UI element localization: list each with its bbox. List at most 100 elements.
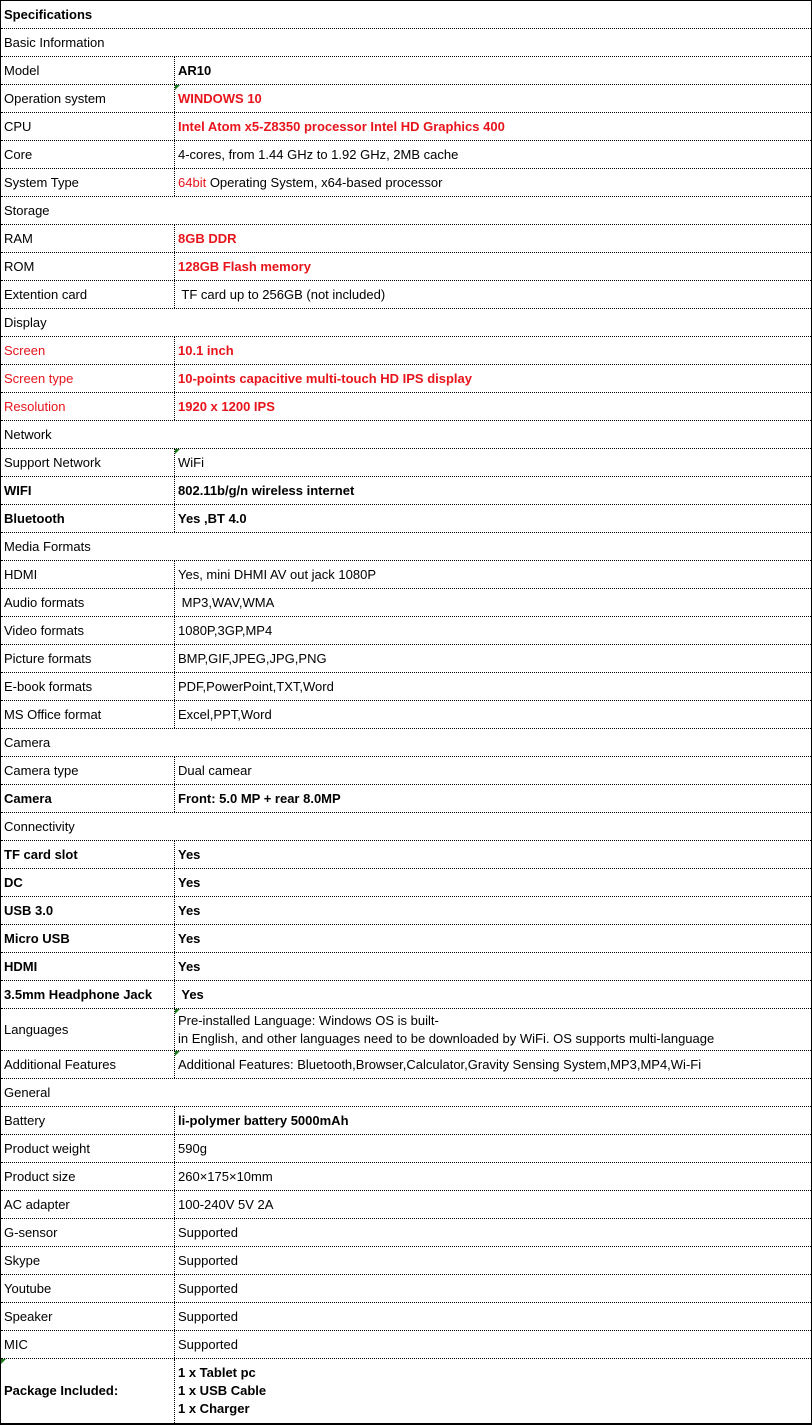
spec-value: 64bit Operating System, x64-based proces… [175,169,811,196]
spec-value-text: 10.1 inch [178,342,234,358]
table-row: RAM 8GB DDR [1,225,811,253]
spec-value: 590g [175,1135,811,1162]
section-row: Storage [1,197,811,225]
spec-value: Yes [175,925,811,952]
section-heading: Storage [4,202,50,218]
table-row: TF card slot Yes [1,841,811,869]
table-row: Screen type 10-points capacitive multi-to… [1,365,811,393]
spec-value-text: Supported [178,1336,238,1352]
spec-value-text: Additional Features: Bluetooth,Browser,C… [178,1056,702,1072]
spec-value-text: TF card up to 256GB (not included) [178,286,386,302]
spec-value-text: BMP,GIF,JPEG,JPG,PNG [178,650,327,666]
spec-label: CPU [1,113,175,140]
spec-label: Support Network [1,449,175,476]
spec-label: USB 3.0 [1,897,175,924]
spec-label: ROM [1,253,175,280]
spec-value-text: Supported [178,1280,238,1296]
spec-label: Resolution [1,393,175,420]
spec-label: Micro USB [1,925,175,952]
spec-value-text: Excel,PPT,Word [178,706,272,722]
table-row: Audio formats MP3,WAV,WMA [1,589,811,617]
spec-value: 10.1 inch [175,337,811,364]
spec-value-text: WINDOWS 10 [178,90,262,106]
spec-value: li-polymer battery 5000mAh [175,1107,811,1134]
spec-value-text: 100-240V 5V 2A [178,1196,274,1212]
spec-value-line: 64bit Operating System, x64-based proces… [178,174,811,192]
table-row: 3.5mm Headphone Jack Yes [1,981,811,1009]
table-row: Bluetooth Yes ,BT 4.0 [1,505,811,533]
table-row: System Type 64bit Operating System, x64-b… [1,169,811,197]
spec-label: Youtube [1,1275,175,1302]
spec-value: Yes [175,953,811,980]
spec-label: G-sensor [1,1219,175,1246]
section-row: Specifications [1,1,811,29]
table-row: Picture formats BMP,GIF,JPEG,JPG,PNG [1,645,811,673]
section-row: Display [1,309,811,337]
spec-label: Product weight [1,1135,175,1162]
section-heading: Basic Information [4,34,105,50]
spec-value: Yes [175,841,811,868]
spec-value-text: Operating System, x64-based processor [206,174,443,190]
section-heading: Camera [4,734,51,750]
spec-label: AC adapter [1,1191,175,1218]
table-row: Video formats 1080P,3GP,MP4 [1,617,811,645]
table-row: AC adapter 100-240V 5V 2A [1,1191,811,1219]
spec-value-text: 1080P,3GP,MP4 [178,622,273,638]
spec-label: Additional Features [1,1051,175,1078]
spec-label: MIC [1,1331,175,1358]
table-row: MS Office format Excel,PPT,Word [1,701,811,729]
spec-value-text: li-polymer battery 5000mAh [178,1112,349,1128]
spec-value-text: Supported [178,1252,238,1268]
table-row: Camera type Dual camear [1,757,811,785]
spec-value: Additional Features: Bluetooth,Browser,C… [175,1051,811,1078]
table-row: HDMI Yes, mini DHMI AV out jack 1080P [1,561,811,589]
spec-value-text: Yes [178,874,201,890]
spec-value-text: 590g [178,1140,207,1156]
spec-value: BMP,GIF,JPEG,JPG,PNG [175,645,811,672]
spec-value-text: Dual camear [178,762,252,778]
table-row: DC Yes [1,869,811,897]
spec-value-text: 10-points capacitive multi-touch HD IPS … [178,370,473,386]
table-row: Core 4-cores, from 1.44 GHz to 1.92 GHz, … [1,141,811,169]
spec-label: Video formats [1,617,175,644]
spec-label: Package Included: [1,1359,175,1423]
spec-value: Yes [175,897,811,924]
spec-value: WiFi [175,449,811,476]
spec-label: Operation system [1,85,175,112]
spec-value-text: MP3,WAV,WMA [178,594,275,610]
spec-value-text: Yes [178,986,204,1002]
spec-value: Yes ,BT 4.0 [175,505,811,532]
spec-value: Supported [175,1303,811,1330]
spec-value: MP3,WAV,WMA [175,589,811,616]
spec-label: Product size [1,1163,175,1190]
spec-value-text: 128GB Flash memory [178,258,311,274]
spec-value-line: in English, and other languages need to … [178,1030,715,1046]
spec-value: Yes [175,981,811,1008]
spec-value: 128GB Flash memory [175,253,811,280]
section-row: Network [1,421,811,449]
spec-label: E-book formats [1,673,175,700]
section-heading: Media Formats [4,538,91,554]
section-row: General [1,1079,811,1107]
table-row: Languages Pre-installed Language: Windows… [1,1009,811,1051]
spec-label: TF card slot [1,841,175,868]
spec-label: HDMI [1,561,175,588]
spec-value: Dual camear [175,757,811,784]
table-row: Resolution 1920 x 1200 IPS [1,393,811,421]
table-row: Additional Features Additional Features: … [1,1051,811,1079]
table-row: Extention card TF card up to 256GB (not … [1,281,811,309]
spec-value: Front: 5.0 MP + rear 8.0MP [175,785,811,812]
spec-label: Skype [1,1247,175,1274]
spec-value: Supported [175,1247,811,1274]
spec-label: Screen type [1,365,175,392]
spec-label: Extention card [1,281,175,308]
spec-value: Supported [175,1219,811,1246]
spec-label: Screen [1,337,175,364]
spec-value: 802.11b/g/n wireless internet [175,477,811,504]
spec-label: WIFI [1,477,175,504]
spec-value: Supported [175,1331,811,1358]
spec-label: Audio formats [1,589,175,616]
table-row: WIFI 802.11b/g/n wireless internet [1,477,811,505]
spec-value-text: WiFi [178,454,204,470]
section-row: Connectivity [1,813,811,841]
